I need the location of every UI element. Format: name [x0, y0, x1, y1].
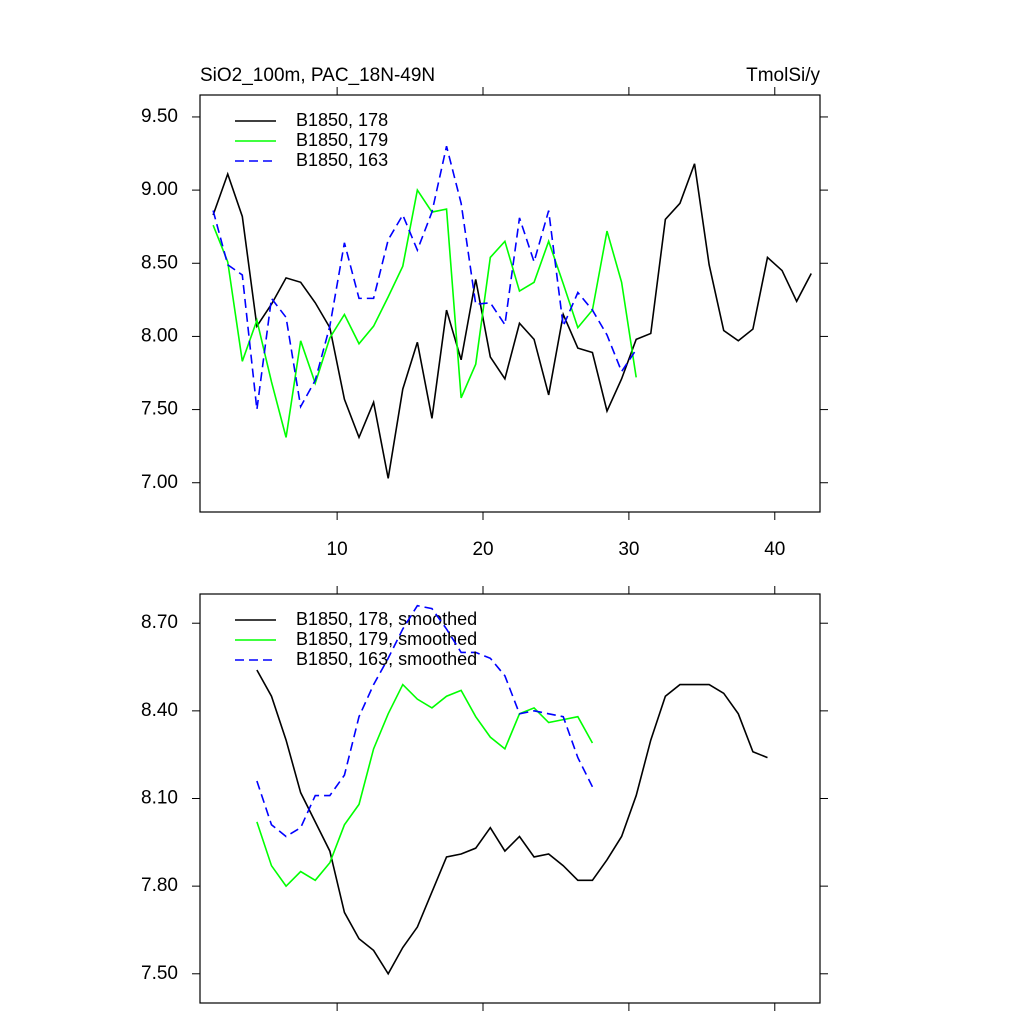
series-line — [212, 146, 637, 410]
y-tick-label: 8.70 — [141, 612, 178, 633]
x-tick-label: 10 — [327, 539, 348, 560]
x-tick-label: 20 — [472, 539, 493, 560]
legend-label: B1850, 179 — [296, 130, 388, 150]
series-line — [256, 669, 768, 976]
y-tick-label: 8.00 — [141, 325, 178, 346]
legend-label: B1850, 163, smoothed — [296, 649, 477, 669]
x-tick-label: 30 — [618, 539, 639, 560]
plot-frame — [199, 94, 821, 513]
series-line — [212, 163, 812, 479]
x-tick-label: 40 — [764, 539, 785, 560]
y-tick-label: 7.80 — [141, 875, 178, 896]
series-line — [256, 683, 594, 888]
y-tick-label: 8.50 — [141, 252, 178, 273]
y-tick-label: 7.00 — [141, 472, 178, 493]
y-tick-label: 9.50 — [141, 106, 178, 127]
y-tick-label: 9.00 — [141, 179, 178, 200]
y-tick-label: 8.10 — [141, 788, 178, 809]
legend-label: B1850, 179, smoothed — [296, 629, 477, 649]
plot-frame — [199, 593, 821, 1004]
y-tick-label: 7.50 — [141, 399, 178, 420]
legend-label: B1850, 178 — [296, 110, 388, 130]
legend-label: B1850, 178, smoothed — [296, 609, 477, 629]
chart-title: SiO2_100m, PAC_18N-49N — [200, 65, 435, 86]
series-line — [256, 604, 594, 838]
units-label: TmolSi/y — [746, 65, 820, 86]
legend-label: B1850, 163 — [296, 150, 388, 170]
series-line — [212, 188, 637, 438]
y-tick-label: 8.40 — [141, 700, 178, 721]
y-tick-label: 7.50 — [141, 963, 178, 984]
